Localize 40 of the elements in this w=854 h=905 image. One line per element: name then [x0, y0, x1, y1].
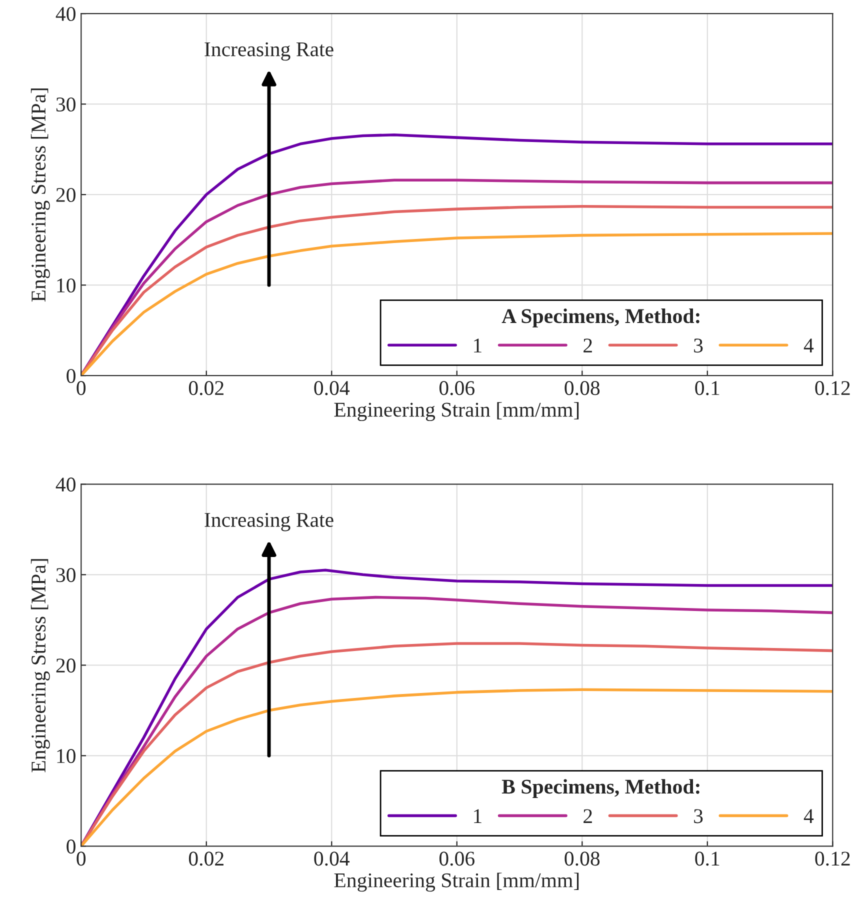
x-tick-label: 0.1 [695, 381, 720, 396]
y-tick-label: 30 [56, 97, 76, 112]
x-tick-label: 0 [76, 852, 86, 866]
x-axis-title: Engineering Strain [mm/mm] [334, 402, 579, 422]
y-axis-title: Engineering Stress [MPa] [30, 88, 50, 302]
legend-title: A Specimens, Method: [502, 308, 700, 328]
annotation: Increasing Rate [204, 512, 334, 532]
legend-label: 2 [584, 338, 592, 352]
x-tick-label: 0.12 [815, 381, 850, 396]
y-tick-label: 40 [56, 478, 76, 492]
x-tick-label: 0.08 [564, 852, 600, 866]
legend-label: 4 [804, 809, 814, 823]
y-tick-label: 30 [56, 568, 76, 582]
legend-label: 4 [804, 338, 814, 352]
legend-label: 1 [474, 338, 482, 352]
x-tick-label: 0.02 [188, 852, 224, 866]
x-tick-label: 0.04 [314, 381, 350, 396]
x-tick-label: 0.06 [439, 852, 474, 866]
x-tick-label: 0.04 [314, 852, 350, 866]
legend-label: 3 [694, 809, 703, 824]
x-tick-label: 0.12 [815, 852, 850, 866]
x-tick-label: 0.08 [564, 381, 600, 396]
y-axis-title: Engineering Stress [MPa] [30, 559, 50, 772]
y-tick-label: 10 [57, 749, 76, 764]
legend-label: 3 [694, 338, 703, 353]
x-tick-label: 0 [76, 381, 86, 396]
y-tick-label: 10 [57, 278, 76, 293]
y-tick-label: 40 [56, 6, 76, 22]
x-tick-label: 0.1 [695, 852, 720, 866]
legend-title: B Specimens, Method: [502, 779, 700, 798]
y-tick-label: 0 [66, 368, 76, 384]
legend-label: 2 [584, 809, 592, 823]
x-tick-label: 0.02 [188, 381, 224, 396]
x-axis-title: Engineering Strain [mm/mm] [334, 872, 579, 892]
y-tick-label: 20 [56, 658, 76, 673]
y-tick-label: 20 [56, 188, 76, 202]
legend-label: 1 [474, 809, 482, 823]
annotation: Increasing Rate [204, 42, 334, 61]
x-tick-label: 0.06 [439, 381, 474, 396]
y-tick-label: 0 [66, 840, 76, 854]
